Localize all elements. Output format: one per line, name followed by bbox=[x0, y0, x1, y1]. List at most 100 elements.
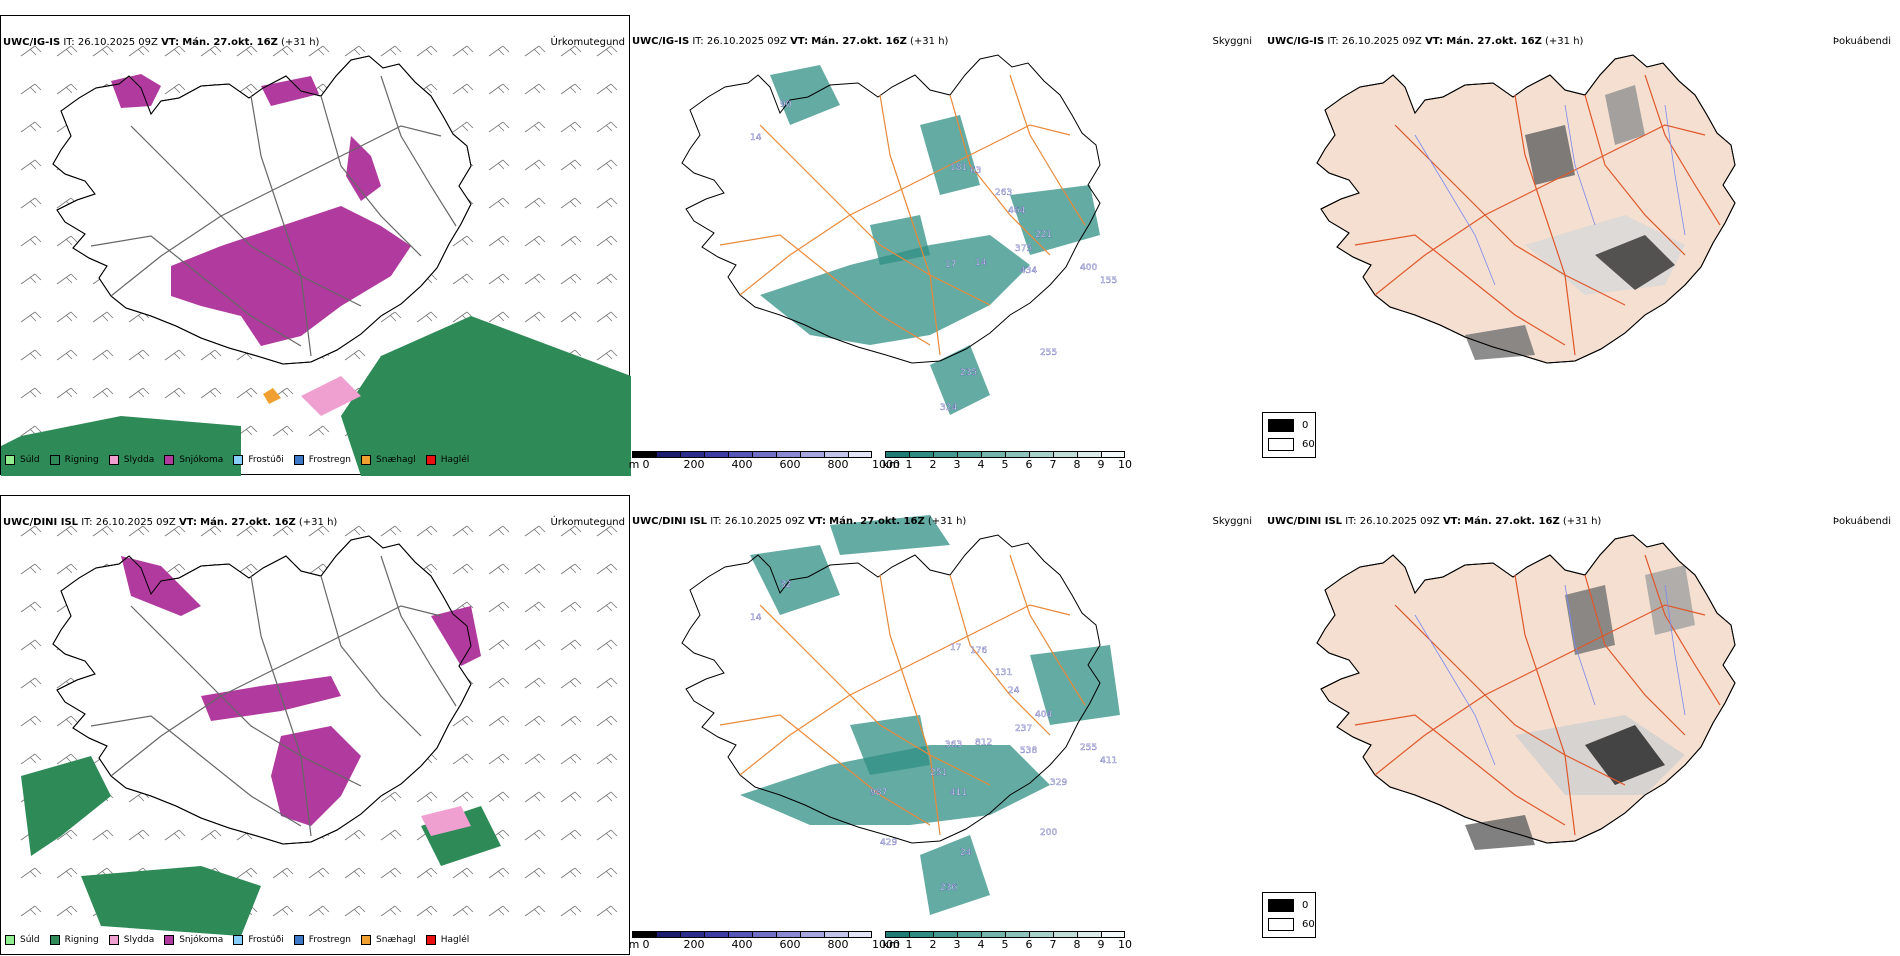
fog-legend-swatch bbox=[1268, 899, 1294, 912]
header-vt-label: VT: bbox=[161, 37, 180, 48]
legend-item: Snjókoma bbox=[164, 935, 223, 945]
colorbar-tick: 200 bbox=[683, 938, 705, 951]
low-visibility-area bbox=[830, 515, 950, 555]
snow-pellet-area bbox=[263, 388, 281, 404]
header-vt-label: VT: bbox=[1442, 516, 1461, 527]
colorbar-tick: 8 bbox=[1073, 458, 1081, 471]
visibility-panel: 32 14 17 176 131 24 404 237 812 363 538 255 411 200 24… bbox=[629, 495, 1260, 955]
header-vt: Mán. 27.okt. 16Z bbox=[829, 516, 925, 527]
height-label: 429 bbox=[880, 838, 897, 848]
height-label: 24 bbox=[960, 848, 972, 858]
height-label: 329 bbox=[1050, 778, 1067, 788]
header-it-label: IT: bbox=[63, 37, 75, 48]
colorbar-cell bbox=[885, 931, 909, 938]
colorbar-unit: m bbox=[628, 458, 640, 471]
fog-legend-label: 0 bbox=[1302, 900, 1309, 911]
coastline bbox=[52, 55, 472, 365]
fog-index-area bbox=[1605, 85, 1645, 145]
height-label: 538 bbox=[1020, 746, 1037, 756]
height-label: 181 bbox=[950, 163, 967, 173]
panel-title: Skyggni bbox=[1212, 36, 1252, 47]
low-visibility-area bbox=[770, 65, 840, 125]
visibility-colorbar: km 1 2 3 4 5 6 7 8 9 10 bbox=[882, 451, 1135, 472]
height-label: 411 bbox=[950, 788, 967, 798]
legend-item: Frostregn bbox=[293, 455, 352, 465]
header-it: 26.10.2025 09Z bbox=[724, 516, 805, 527]
colorbar-cell bbox=[981, 931, 1005, 938]
legend-label: Frostúði bbox=[248, 935, 284, 945]
low-visibility-area bbox=[930, 345, 990, 415]
colorbar-tick: 2 bbox=[929, 458, 937, 471]
legend-item: Snæhagl bbox=[361, 455, 416, 465]
legend-label: Súld bbox=[20, 455, 40, 465]
legend-label: Haglél bbox=[440, 935, 470, 945]
snow-area bbox=[121, 556, 201, 616]
colorbar-tick: 3 bbox=[953, 938, 961, 951]
height-label: 263 bbox=[995, 188, 1012, 198]
height-label: 176 bbox=[970, 646, 987, 656]
legend-swatch bbox=[233, 935, 244, 945]
colorbar-cell bbox=[909, 931, 933, 938]
coastline bbox=[1316, 54, 1736, 364]
legend-label: Frostregn bbox=[308, 455, 352, 465]
snow-area bbox=[261, 76, 319, 106]
rain-area bbox=[81, 866, 261, 936]
height-label: 324 bbox=[940, 403, 957, 413]
header-vt: Mán. 27.okt. 16Z bbox=[1446, 36, 1542, 47]
height-label: 255 bbox=[1080, 743, 1097, 753]
height-label: 90 bbox=[780, 100, 792, 110]
low-visibility-area bbox=[920, 115, 980, 195]
colorbar-ticks: m 0 200 400 600 800 1000 bbox=[629, 938, 900, 952]
colorbar-cells bbox=[885, 931, 1135, 938]
header-lead: (+31 h) bbox=[1545, 36, 1584, 47]
colorbar-cell bbox=[704, 451, 728, 458]
header-vt-label: VT: bbox=[807, 516, 826, 527]
height-label: 63 bbox=[970, 166, 981, 176]
height-label: 363 bbox=[945, 740, 962, 750]
colorbar-cell bbox=[824, 451, 848, 458]
colorbar-tick: 9 bbox=[1097, 458, 1105, 471]
header-lead: (+31 h) bbox=[910, 36, 949, 47]
legend-item: Frostregn bbox=[293, 935, 351, 945]
height-label: 200 bbox=[1040, 828, 1057, 838]
legend-swatch bbox=[361, 455, 372, 465]
fog-index-area bbox=[1585, 725, 1665, 785]
colorbar-cell bbox=[933, 451, 957, 458]
fog-index-area bbox=[1525, 125, 1575, 185]
low-visibility-area bbox=[1030, 645, 1120, 725]
legend-label: Frostúði bbox=[248, 455, 284, 465]
fog-index-map bbox=[1316, 54, 1736, 364]
colorbar-cell bbox=[1029, 931, 1053, 938]
rain-area bbox=[1, 416, 241, 476]
colorbar-cell bbox=[656, 451, 680, 458]
legend-label: Snæhagl bbox=[376, 455, 416, 465]
fog-legend-row: 60 bbox=[1268, 438, 1315, 451]
colorbar-cell bbox=[933, 931, 957, 938]
road-network bbox=[90, 75, 457, 357]
height-label: 32 bbox=[780, 580, 791, 590]
colorbar-tick: 600 bbox=[779, 938, 801, 951]
legend-swatch bbox=[164, 935, 175, 945]
rivers bbox=[1414, 584, 1686, 766]
header-vt: Mán. 27.okt. 16Z bbox=[182, 37, 278, 48]
fog-index-panel: UWC/IG-IS IT: 26.10.2025 09Z VT: Mán. 27… bbox=[1265, 15, 1895, 475]
height-label: 400 bbox=[1080, 263, 1097, 273]
height-label: 14 bbox=[750, 133, 762, 143]
height-label: 155 bbox=[1100, 276, 1117, 286]
height-label: 255 bbox=[1040, 348, 1057, 358]
legend-label: Snjókoma bbox=[179, 455, 224, 465]
legend-swatch bbox=[293, 455, 304, 465]
fog-legend-label: 0 bbox=[1302, 420, 1309, 431]
height-label: 14 bbox=[750, 613, 762, 623]
header-it-label: IT: bbox=[81, 517, 93, 528]
colorbar-tick: 1 bbox=[905, 458, 913, 471]
panel-title: Úrkomutegund bbox=[550, 37, 625, 48]
header-lead: (+31 h) bbox=[1562, 516, 1602, 527]
height-label: 237 bbox=[1015, 724, 1032, 734]
panel-header: UWC/IG-IS IT: 26.10.2025 09Z VT: Mán. 27… bbox=[3, 37, 319, 48]
colorbar-cell bbox=[957, 451, 981, 458]
legend-label: Snjókoma bbox=[179, 935, 224, 945]
road-network bbox=[719, 554, 1086, 836]
colorbar-tick: 400 bbox=[731, 938, 753, 951]
